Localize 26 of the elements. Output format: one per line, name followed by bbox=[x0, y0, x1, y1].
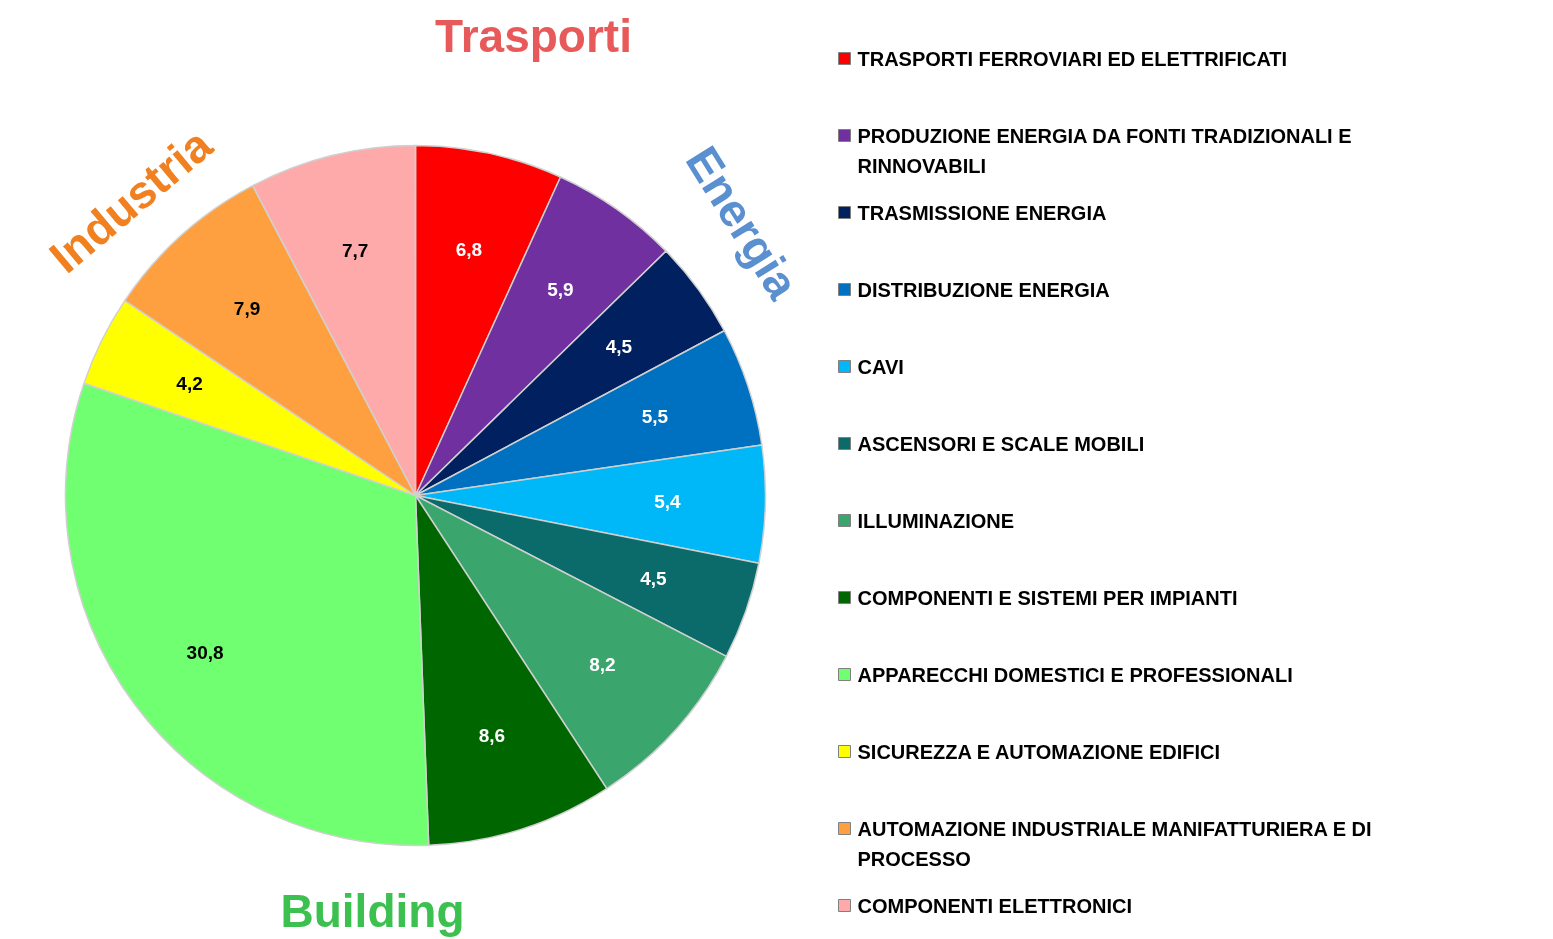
legend-label: PRODUZIONE ENERGIA DA FONTI TRADIZIONALI E RINNOVABILI bbox=[857, 124, 1352, 177]
data-label: 4,5 bbox=[640, 568, 668, 590]
legend-label: COMPONENTI E SISTEMI PER IMPIANTI bbox=[857, 586, 1238, 609]
legend-label: CAVI bbox=[857, 355, 904, 378]
data-label: 5,5 bbox=[641, 406, 669, 428]
text: Building bbox=[280, 884, 465, 937]
data-label: 8,6 bbox=[478, 725, 506, 747]
legend-label: TRASMISSIONE ENERGIA bbox=[857, 201, 1107, 224]
text: Trasporti bbox=[435, 9, 632, 62]
legend-label: AUTOMAZIONE INDUSTRIALE MANIFATTURIERA E DI PROCESSO bbox=[857, 817, 1372, 870]
legend-label: TRASPORTI FERROVIARI ED ELETTRIFICATI bbox=[857, 47, 1288, 70]
legend-label: ASCENSORI E SCALE MOBILI bbox=[857, 432, 1145, 455]
data-label: 7,7 bbox=[341, 240, 369, 262]
legend-label: APPARECCHI DOMESTICI E PROFESSIONALI bbox=[857, 663, 1293, 686]
legend-label: SICUREZZA E AUTOMAZIONE EDIFICI bbox=[857, 740, 1221, 763]
data-label: 5,4 bbox=[654, 491, 682, 513]
data-label: 5,9 bbox=[547, 278, 574, 300]
data-label: 4,2 bbox=[176, 373, 203, 395]
data-label: 30,8 bbox=[186, 641, 224, 663]
data-label: 8,2 bbox=[589, 654, 616, 676]
data-label: 6,8 bbox=[455, 238, 483, 260]
legend-label: DISTRIBUZIONE ENERGIA bbox=[857, 278, 1110, 301]
legend-label: COMPONENTI ELETTRONICI bbox=[857, 894, 1132, 917]
data-label: 7,9 bbox=[233, 297, 261, 319]
legend-label: ILLUMINAZIONE bbox=[857, 509, 1015, 532]
data-label: 4,5 bbox=[605, 336, 633, 358]
